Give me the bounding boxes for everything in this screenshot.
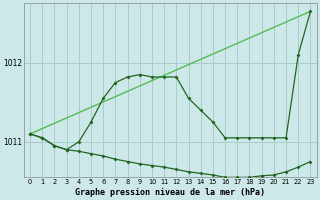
X-axis label: Graphe pression niveau de la mer (hPa): Graphe pression niveau de la mer (hPa) [75,188,265,197]
